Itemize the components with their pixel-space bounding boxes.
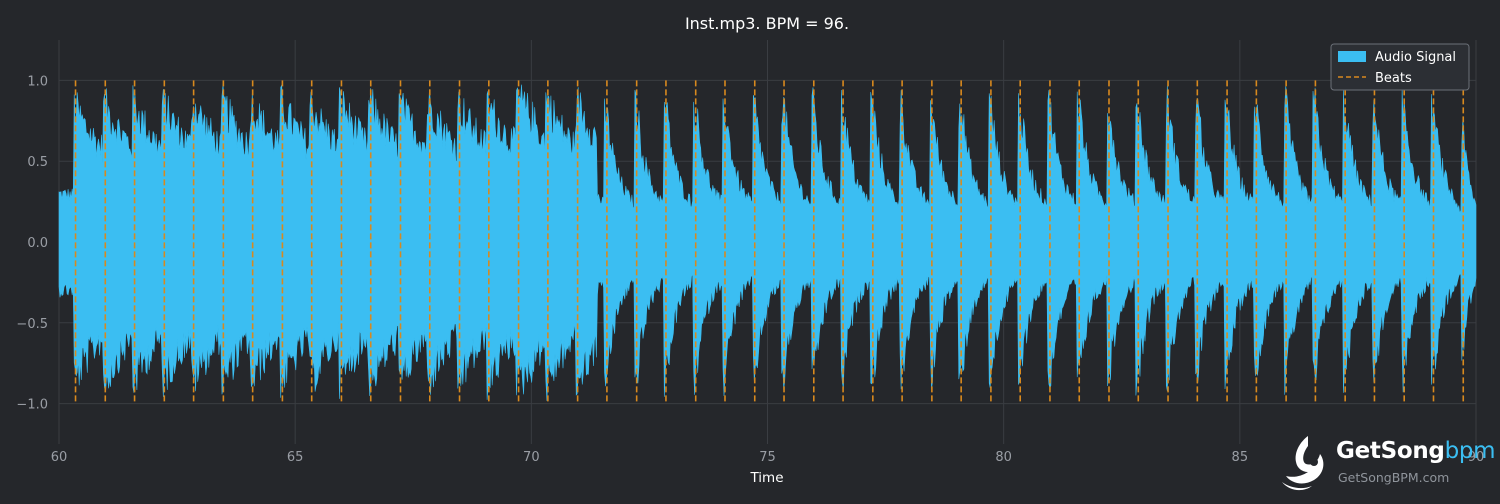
legend-audio-signal-label: Audio Signal [1375,50,1456,65]
watermark-url: GetSongBPM.com [1338,470,1450,485]
y-tick-label: 0.5 [27,155,48,170]
x-tick-label: 60 [51,450,68,465]
x-tick-label: 80 [995,450,1012,465]
legend: Audio Signal Beats [1330,43,1470,91]
y-tick-label: −0.5 [16,317,48,332]
legend-beats-label: Beats [1375,71,1412,86]
x-axis-ticks: 60 65 70 75 80 85 90 [51,450,1485,465]
x-tick-label: 65 [287,450,304,465]
x-tick-label: 90 [1468,450,1485,465]
chart-title: Inst.mp3. BPM = 96. [685,14,849,33]
audio-signal-area [58,84,1477,401]
x-tick-label: 85 [1232,450,1249,465]
watermark-brand-accent: bpm [1444,438,1496,464]
x-tick-label: 70 [523,450,540,465]
y-tick-label: 1.0 [27,74,48,89]
y-tick-label: 0.0 [27,236,48,251]
getsongbpm-watermark: GetSongbpm GetSongBPM.com [1274,432,1496,494]
legend-audio-signal-swatch [1338,51,1366,62]
x-axis-label: Time [749,470,783,486]
audio-signal-series [58,84,1477,401]
y-tick-label: −1.0 [16,398,48,413]
y-axis-ticks: 1.0 0.5 0.0 −0.5 −1.0 [16,74,48,412]
watermark-brand-main: GetSong [1336,438,1445,464]
watermark-brand: GetSongbpm [1336,438,1496,464]
music-note-bird-icon [1282,436,1324,491]
x-tick-label: 75 [759,450,776,465]
